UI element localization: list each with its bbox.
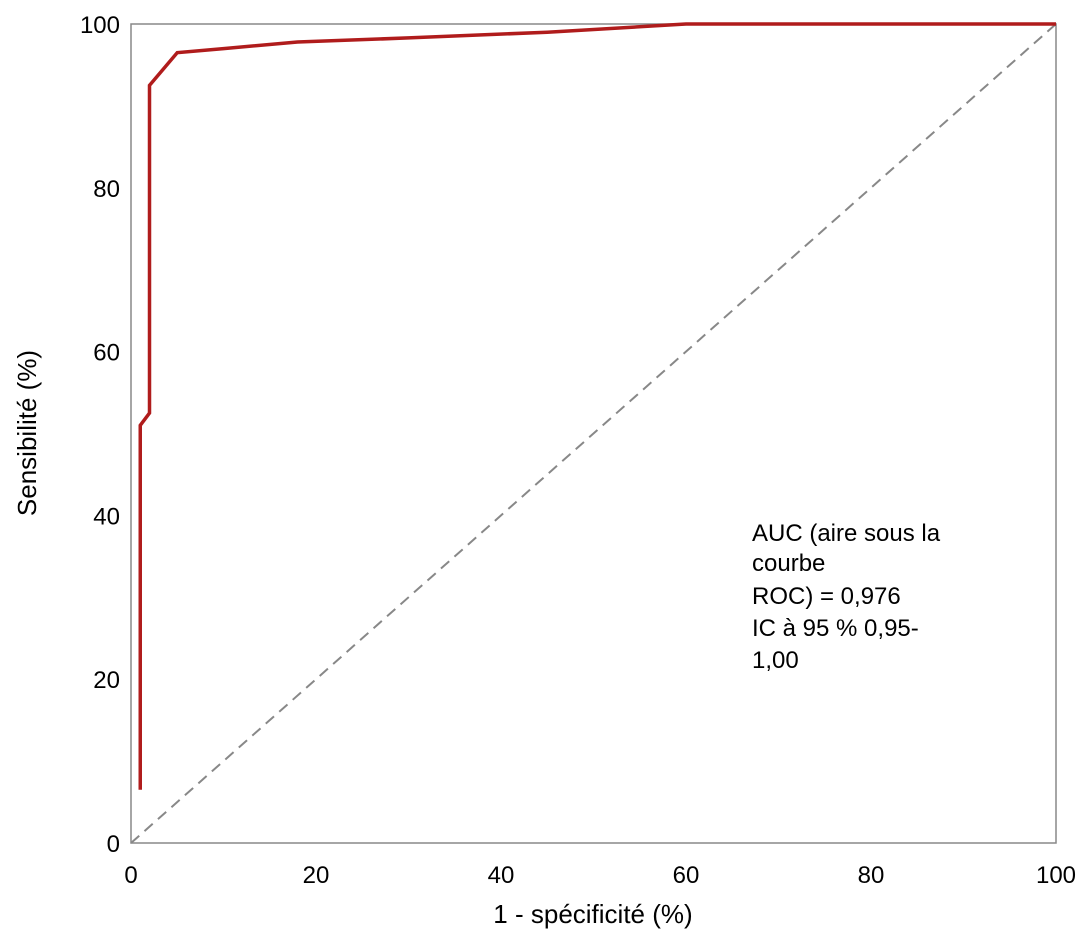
reference-diagonal-layer [130,23,1057,844]
roc-curve-layer [138,22,1056,790]
x-tick-label: 100 [1036,862,1076,889]
roc-curve [138,22,1056,790]
x-tick-label: 80 [858,862,885,889]
y-tick-label: 60 [93,340,120,367]
y-tick-label: 80 [93,176,120,203]
x-tick-label: 40 [488,862,515,889]
annotation-line: AUC (aire sous la [752,520,941,547]
y-tick-label: 0 [107,831,120,858]
annotation-line: IC à 95 % 0,95- [752,615,919,642]
x-tick-label: 20 [303,862,330,889]
annotation-line: 1,00 [752,647,799,674]
y-axis-title: Sensibilité (%) [12,350,42,516]
auc-annotation: AUC (aire sous la courbe ROC) = 0,976 IC… [752,520,941,674]
y-tick-labels: 0 20 40 60 80 100 [80,12,120,858]
y-tick-label: 20 [93,667,120,694]
x-tick-labels: 0 20 40 60 80 100 [124,862,1076,889]
x-axis-title: 1 - spécificité (%) [493,899,692,929]
reference-diagonal-line [130,23,1057,844]
x-tick-label: 0 [124,862,137,889]
plot-frame [130,23,1057,844]
y-tick-label: 100 [80,12,120,39]
annotation-line: ROC) = 0,976 [752,583,901,610]
x-tick-label: 60 [673,862,700,889]
annotation-line: courbe [752,550,825,577]
y-tick-label: 40 [93,503,120,530]
